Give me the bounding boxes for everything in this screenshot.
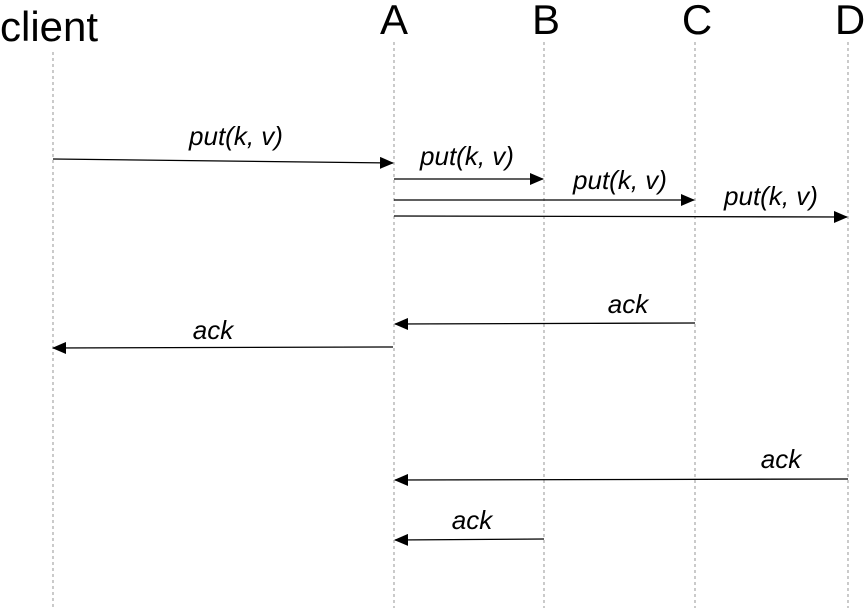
message-label-A-to-D: put(k, v) [723, 181, 818, 211]
message-label-client-to-A: put(k, v) [188, 121, 283, 151]
message-arrow-C-to-A [394, 317, 696, 330]
message-arrow-client-to-A [52, 156, 394, 169]
message-label-B-to-A: ack [452, 505, 494, 535]
message-label-A-to-client: ack [193, 315, 235, 345]
participant-label-D: D [835, 0, 865, 43]
message-arrow-A-to-D [393, 210, 848, 223]
message-arrow-D-to-A [394, 473, 849, 486]
message-label-A-to-C: put(k, v) [572, 165, 667, 195]
message-label-A-to-B: put(k, v) [419, 141, 514, 171]
participant-label-B: B [532, 0, 560, 43]
participant-label-A: A [380, 0, 408, 43]
participant-label-client: client [0, 3, 98, 50]
participant-label-C: C [682, 0, 712, 43]
message-arrow-A-to-client [52, 341, 394, 354]
message-label-C-to-A: ack [608, 289, 650, 319]
message-arrow-B-to-A [394, 533, 545, 546]
message-label-D-to-A: ack [761, 444, 803, 474]
